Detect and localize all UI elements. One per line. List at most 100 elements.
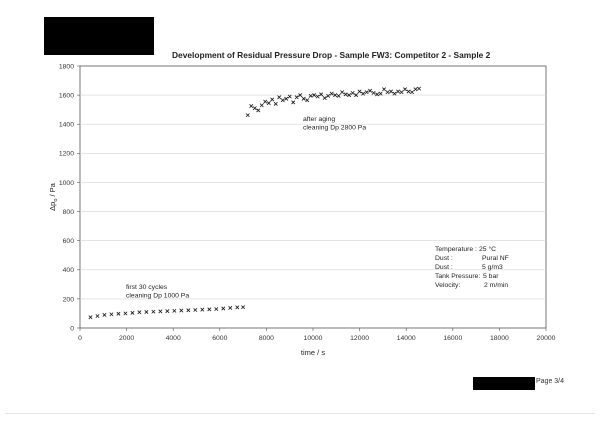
data-point-marker <box>144 310 149 314</box>
data-point-marker <box>329 91 334 96</box>
data-point-marker <box>385 90 390 95</box>
plot-area <box>79 65 547 329</box>
data-point-marker <box>256 108 261 113</box>
data-point-marker <box>294 95 299 100</box>
data-point-marker <box>375 92 380 97</box>
data-point-marker <box>389 89 394 94</box>
data-point-marker <box>193 307 198 312</box>
info-label: Dust : <box>435 255 453 262</box>
info-label: Tank Pressure: <box>435 273 480 280</box>
data-point-marker <box>336 93 341 98</box>
data-point-marker <box>301 96 306 101</box>
data-point-marker <box>109 312 114 317</box>
data-point-marker <box>259 103 264 108</box>
data-point-marker <box>284 96 289 101</box>
x-tick-label: 14000 <box>397 335 416 342</box>
y-tick-label: 600 <box>63 238 75 245</box>
data-point-marker <box>287 94 292 99</box>
data-point-marker <box>305 98 310 103</box>
data-point-marker <box>200 307 205 312</box>
data-point-marker <box>343 92 348 97</box>
y-tick-label: 1800 <box>59 63 74 70</box>
y-tick-label: 1000 <box>59 180 74 187</box>
data-point-marker <box>308 93 313 98</box>
data-point-marker <box>315 94 320 99</box>
info-value: 5 bar <box>483 273 499 280</box>
chart-title: Development of Residual Pressure Drop - … <box>172 50 491 60</box>
data-point-marker <box>270 97 275 102</box>
data-point-marker <box>403 87 408 92</box>
data-point-marker <box>364 90 369 95</box>
redaction-block-top <box>44 17 154 55</box>
data-point-marker <box>340 90 345 95</box>
data-point-marker <box>245 113 250 118</box>
x-tick-label: 0 <box>78 335 82 342</box>
data-point-marker <box>382 87 387 92</box>
data-point-marker <box>273 101 278 106</box>
x-axis-label: time / s <box>301 348 325 357</box>
y-axis-label: Δpo / Pa <box>48 182 59 211</box>
data-point-marker <box>368 88 373 93</box>
x-tick-label: 8000 <box>259 335 274 342</box>
data-point-marker <box>417 86 421 91</box>
data-point-marker <box>165 309 170 314</box>
info-value: 5 g/m3 <box>482 264 503 271</box>
x-tick-label: 4000 <box>166 335 181 342</box>
y-tick-label: 1200 <box>59 151 74 158</box>
data-point-marker <box>228 305 233 310</box>
data-point-marker <box>298 93 303 98</box>
data-point-marker <box>116 311 121 316</box>
data-point-marker <box>214 307 219 312</box>
data-point-marker <box>207 307 212 312</box>
y-tick-label: 800 <box>63 209 75 216</box>
data-point-marker <box>396 89 401 94</box>
y-tick-label: 400 <box>63 267 75 274</box>
data-point-marker <box>350 90 355 95</box>
data-point-marker <box>413 87 418 92</box>
data-point-marker <box>399 90 404 95</box>
page-number: Page 3/4 <box>536 378 565 385</box>
data-point-marker <box>333 93 338 98</box>
data-point-marker <box>277 95 282 100</box>
data-point-marker <box>102 312 107 317</box>
data-point-marker <box>378 91 383 96</box>
data-point-marker <box>280 98 285 103</box>
x-tick-label: 6000 <box>212 335 227 342</box>
x-tick-label: 18000 <box>490 335 509 342</box>
data-point-marker <box>319 92 324 97</box>
data-point-marker <box>88 315 93 320</box>
data-point-marker <box>252 106 257 111</box>
data-point-marker <box>241 305 246 310</box>
info-label: Velocity: <box>435 282 460 289</box>
x-tick-label: 2000 <box>119 335 134 342</box>
data-point-marker <box>158 309 163 314</box>
data-point-marker <box>371 90 376 95</box>
y-tick-label: 0 <box>70 325 74 332</box>
data-point-marker <box>151 309 156 314</box>
data-point-marker <box>249 104 254 109</box>
data-point-marker <box>266 101 271 106</box>
data-point-marker <box>357 89 362 94</box>
info-label: Temperature : <box>435 246 477 253</box>
info-value: 2 m/min <box>484 282 508 289</box>
data-point-marker <box>322 96 327 101</box>
data-point-marker <box>347 93 352 98</box>
data-point-marker <box>221 306 226 311</box>
test-conditions-box: Temperature : 25 °C Dust : Pural NF Dust… <box>435 245 509 289</box>
data-point-marker <box>179 308 184 313</box>
data-point-marker <box>392 91 397 96</box>
data-point-marker <box>406 89 411 94</box>
info-value: Pural NF <box>482 255 509 262</box>
data-point-marker <box>361 91 366 96</box>
y-tick-label: 200 <box>63 296 75 303</box>
data-point-marker <box>326 93 331 98</box>
footer-divider <box>5 413 595 414</box>
data-point-marker <box>410 90 415 95</box>
annotation-after-aging: after aging cleaning Dp 2800 Pa <box>303 116 366 132</box>
data-point-marker <box>95 314 100 319</box>
data-point-marker <box>186 308 191 313</box>
grid-lines <box>80 94 546 300</box>
